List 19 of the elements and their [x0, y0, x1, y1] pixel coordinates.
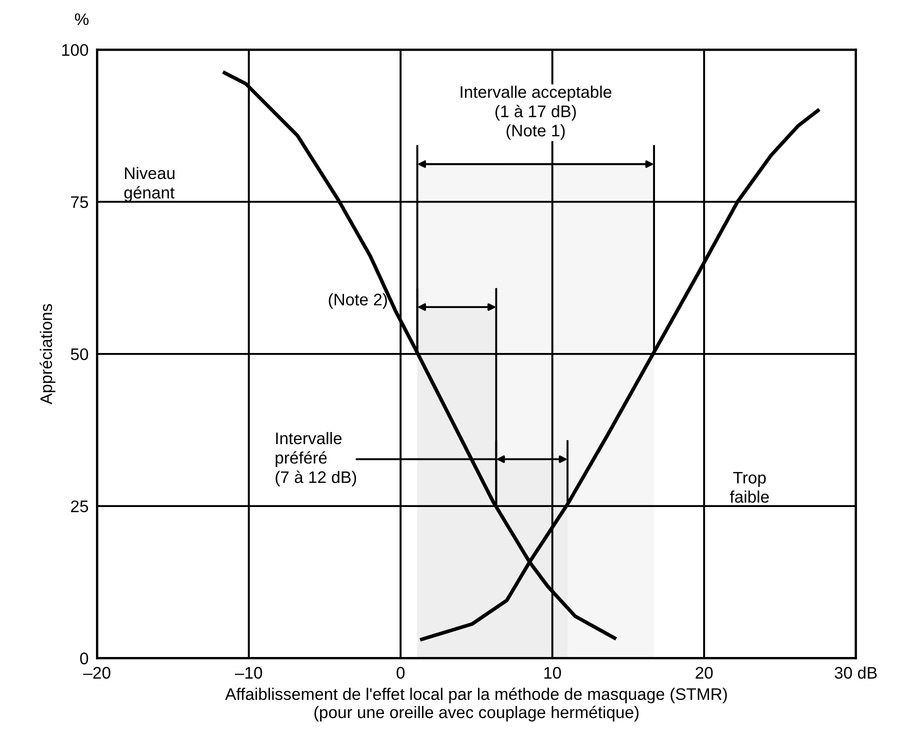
band-label: Intervalle préféré (7 à 12 dB)	[276, 432, 356, 486]
y-tick-label: 50	[70, 348, 88, 360]
x-tick-label: –20	[83, 666, 110, 679]
band-label: Intervalle acceptable (1 à 17 dB) (Note 1)	[460, 86, 612, 140]
text: %	[74, 13, 89, 26]
y-tick-label: 75	[71, 196, 88, 208]
x-tick-label: 0	[396, 666, 405, 679]
x-tick-label: 30 dB	[834, 666, 877, 679]
y-tick-label: 25	[71, 500, 88, 512]
band-label: (Note 2)	[328, 293, 387, 309]
x-axis-title: Affaiblissement de l'effet local par la méthode de masquage (STMR) (pour une oreille avec couplage hermétique)	[225, 688, 727, 722]
annotation: Trop faible	[730, 472, 769, 503]
y-axis-title: Appréciations	[40, 304, 56, 404]
y-tick-label: 100	[62, 44, 88, 56]
y-tick-label: 0	[80, 652, 88, 664]
x-tick-label: 20	[696, 666, 713, 679]
x-tick-label: –10	[234, 666, 262, 679]
x-tick-label: 10	[544, 666, 561, 679]
annotation: Niveau génant	[124, 166, 174, 202]
